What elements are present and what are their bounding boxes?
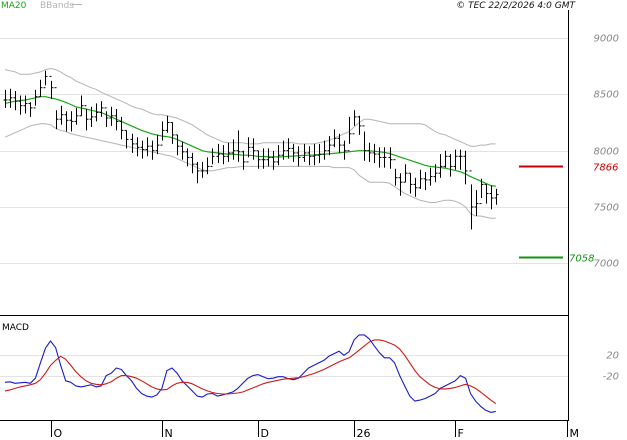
price-y-tick-label: 7000 — [594, 259, 619, 270]
price-y-tick-label: 9000 — [594, 34, 619, 45]
ma20-line — [4, 96, 496, 187]
x-tick-label: M — [570, 427, 580, 440]
macd-line — [4, 334, 496, 413]
macd-gridlines — [0, 355, 568, 377]
macd-panel-label: MACD — [2, 323, 29, 333]
bbands-lower-group — [4, 123, 496, 219]
bbands-upper-line — [4, 68, 496, 147]
macd-y-tick-label: 20 — [606, 351, 619, 362]
ohlc-bars-group — [3, 70, 499, 230]
support-label: 7058 — [569, 254, 594, 265]
bbands-lower-line — [4, 123, 496, 219]
bbands-upper-group — [4, 68, 496, 147]
legend-ma20: MA20 — [1, 1, 27, 11]
ma20-group — [4, 96, 496, 187]
resistance-label: 7866 — [593, 163, 618, 174]
price-y-tick-label: 8000 — [594, 147, 619, 158]
x-tick-label: N — [165, 427, 173, 440]
macd-y-tick-label: -20 — [603, 372, 619, 383]
x-tick-label: F — [458, 427, 464, 440]
price-y-tick-label: 8500 — [594, 90, 619, 101]
legend-bbands: BBands — [40, 1, 74, 11]
x-tick-label: 26 — [357, 427, 371, 440]
copyright-text: © TEC 22/2/2026 4:0 GMT — [456, 1, 576, 11]
macd-lines-group — [4, 334, 497, 413]
price-y-tick-label: 7500 — [594, 203, 619, 214]
x-axis-ticks: O N D 26 F M — [51, 420, 580, 440]
x-tick-label: O — [54, 427, 63, 440]
levels-group: 7866 7058 — [519, 163, 618, 265]
x-tick-label: D — [261, 427, 269, 440]
price-y-tick-labels: 7000 7500 8000 8500 9000 — [594, 34, 619, 270]
signal-line — [4, 339, 497, 405]
macd-y-tick-labels: 20 -20 — [603, 351, 619, 383]
